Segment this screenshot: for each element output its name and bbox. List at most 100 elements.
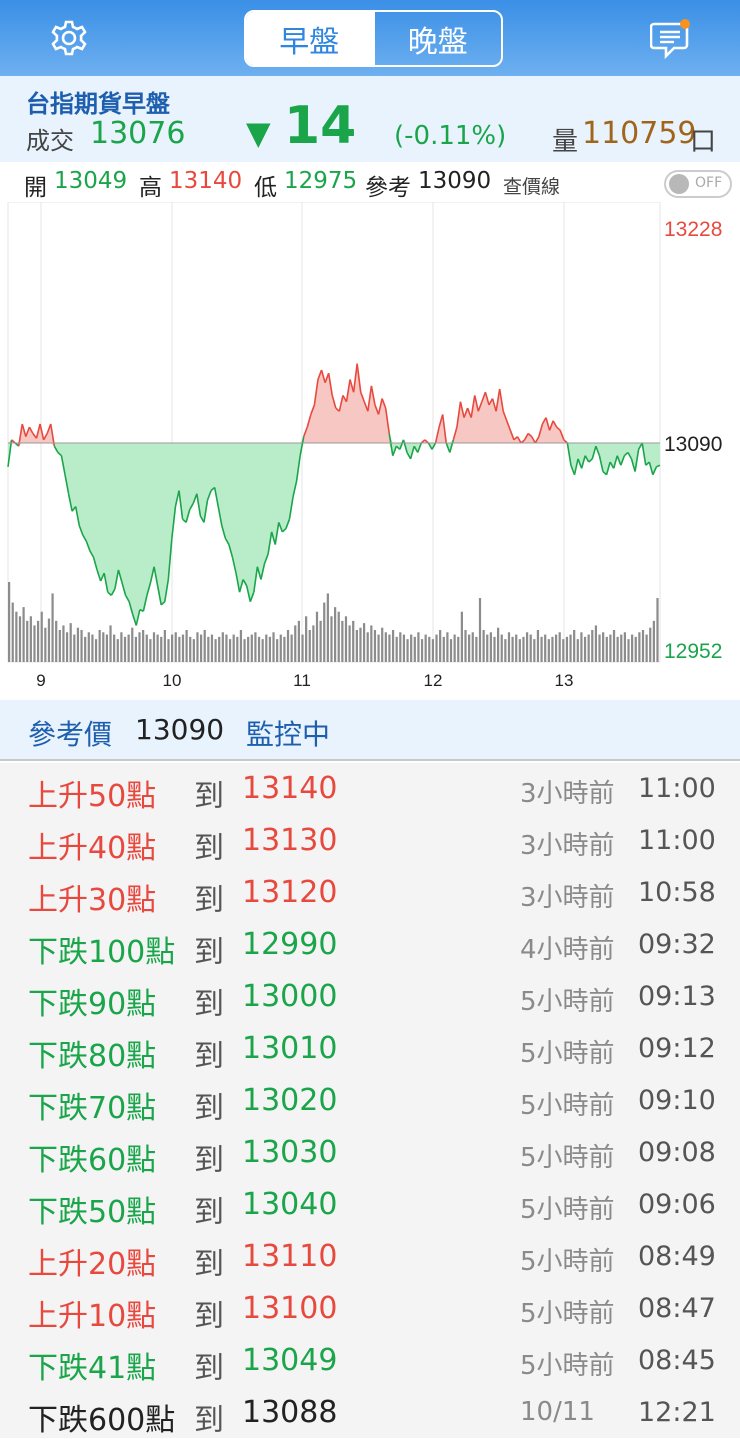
x-tick-label: 12 <box>424 671 443 690</box>
volume-bar <box>167 639 170 662</box>
volume-bar <box>591 630 594 662</box>
gear-icon[interactable] <box>48 17 90 59</box>
alert-to: 到 <box>194 987 224 1022</box>
price-line-segment <box>502 410 508 422</box>
alert-row[interactable]: 下跌41點 到 13049 5小時前 08:45 <box>0 1335 740 1387</box>
top-bar: 早盤 晚盤 <box>0 0 740 76</box>
volume-bar <box>478 598 482 662</box>
alert-row[interactable]: 上升50點 到 13140 3小時前 11:00 <box>0 763 740 815</box>
intraday-chart: 13228 13090 12952 9 10 11 12 13 <box>7 202 722 690</box>
tab-morning[interactable]: 早盤 <box>246 12 373 65</box>
alert-time: 09:10 <box>638 1085 716 1116</box>
volume-bar <box>221 632 224 662</box>
alert-row[interactable]: 下跌100點到 12990 4小時前 09:32 <box>0 919 740 971</box>
price-line-segment <box>110 588 116 596</box>
volume-bar <box>8 582 11 662</box>
price-change: 14 <box>284 96 357 156</box>
volume-bar <box>565 636 569 662</box>
volume-bar <box>391 630 395 662</box>
volume-bar <box>424 634 427 662</box>
volume-value: 110759 <box>582 116 697 151</box>
volume-bar <box>163 630 166 662</box>
price-line-segment <box>616 455 622 466</box>
alert-row[interactable]: 下跌50點 到 13040 5小時前 09:06 <box>0 1179 740 1231</box>
alert-to: 到 <box>194 779 224 814</box>
price-line-segment <box>352 363 358 393</box>
ref-price-value: 13090 <box>135 713 225 746</box>
price-line-segment <box>438 414 444 428</box>
volume-bar <box>26 620 29 662</box>
alert-row[interactable]: 上升40點 到 13130 3小時前 11:00 <box>0 815 740 867</box>
alert-row[interactable]: 下跌90點 到 13000 5小時前 09:13 <box>0 971 740 1023</box>
price-line-segment <box>523 433 529 441</box>
price-line-segment <box>559 430 565 441</box>
volume-bar <box>174 632 177 662</box>
alert-time: 09:32 <box>638 929 716 960</box>
price-line-segment <box>495 388 501 412</box>
price-line-segment <box>452 426 458 441</box>
price-line-segment <box>128 601 134 615</box>
volume-bar <box>232 634 235 662</box>
volume-bar <box>551 636 554 662</box>
volume-bar <box>348 625 351 662</box>
alert-row[interactable]: 下跌600點到 13088 10/11 12:21 <box>0 1387 740 1439</box>
alert-row[interactable]: 下跌80點 到 13010 5小時前 09:12 <box>0 1023 740 1075</box>
tab-night[interactable]: 晚盤 <box>372 12 502 65</box>
price-line-segment <box>399 439 405 450</box>
volume-bar <box>178 636 181 662</box>
volume-bar <box>493 636 496 662</box>
alert-row[interactable]: 上升20點 到 13110 5小時前 08:49 <box>0 1231 740 1283</box>
price-line-segment <box>149 566 155 583</box>
price-line-segment <box>431 442 437 450</box>
volume-bar <box>247 636 250 662</box>
volume-bar <box>402 634 406 662</box>
volume-bar <box>439 630 442 662</box>
price-line-segment <box>114 569 120 590</box>
price-line-toggle[interactable]: OFF <box>664 170 732 198</box>
volume-bar <box>410 634 413 662</box>
volume-bar <box>413 636 416 662</box>
volume-bar <box>482 630 485 662</box>
alert-row[interactable]: 上升10點 到 13100 5小時前 08:47 <box>0 1283 740 1335</box>
high-value: 13140 <box>169 168 243 194</box>
alert-target: 13120 <box>242 875 338 910</box>
alert-row[interactable]: 上升30點 到 13120 3小時前 10:58 <box>0 867 740 919</box>
price-line-segment <box>302 426 309 437</box>
y-label-max: 13228 <box>664 218 722 241</box>
price-line-segment <box>103 572 109 593</box>
volume-bar <box>94 639 98 662</box>
price-areas <box>7 363 661 626</box>
price-line-label: 查價線 <box>503 176 561 198</box>
volume-bar <box>283 636 286 662</box>
price-line-segment <box>466 407 472 418</box>
price-line-segment <box>163 579 170 602</box>
alert-row[interactable]: 下跌60點 到 13030 5小時前 09:08 <box>0 1127 740 1179</box>
price-line-segment <box>142 595 148 612</box>
alert-target: 13130 <box>242 823 338 858</box>
volume-bar <box>529 634 532 662</box>
volume-bar <box>471 632 474 662</box>
last-price: 13076 <box>90 116 186 151</box>
volume-bar <box>558 632 561 662</box>
price-line-segment <box>377 398 383 415</box>
volume-bar <box>36 620 40 662</box>
price-line-segment <box>42 433 48 441</box>
volume-bar <box>359 627 362 662</box>
volume-bar <box>500 634 503 662</box>
volume-bar <box>69 623 72 662</box>
price-line-segment <box>146 582 152 596</box>
price-line-segment <box>441 414 448 444</box>
alert-row[interactable]: 下跌70點 到 13020 5小時前 09:10 <box>0 1075 740 1127</box>
price-line-segment <box>235 572 241 593</box>
price-line-segment <box>39 423 45 441</box>
volume-bar <box>518 639 521 662</box>
low-label: 低 <box>254 175 277 201</box>
price-line-segment <box>242 579 248 587</box>
price-line-segment <box>249 591 255 602</box>
volume-bar <box>583 636 587 662</box>
price-line-segment <box>591 445 597 460</box>
chat-icon[interactable] <box>650 18 694 60</box>
volume-bar <box>305 616 308 662</box>
price-line-segment <box>384 407 391 434</box>
volume-bar <box>279 634 282 662</box>
